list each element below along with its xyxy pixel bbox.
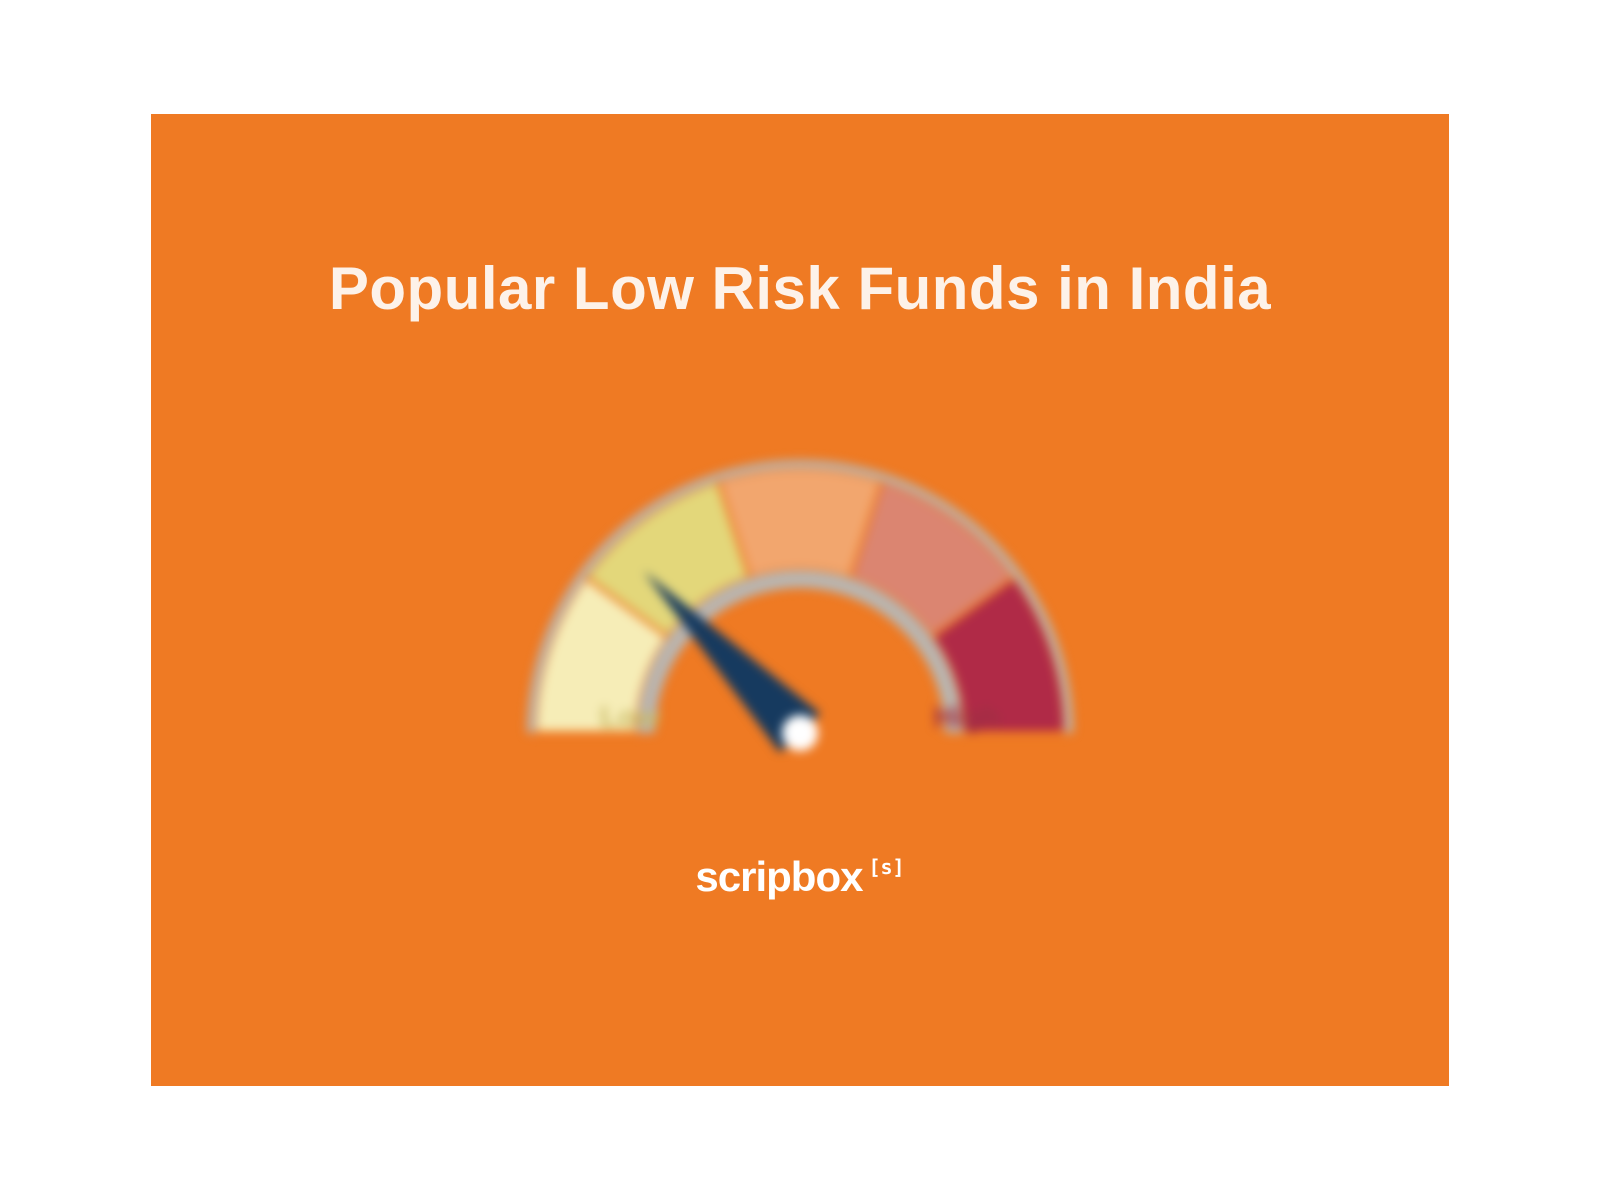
infographic-card: Popular Low Risk Funds in India LowHigh … bbox=[151, 114, 1449, 1086]
risk-gauge: Low High bbox=[500, 443, 1100, 753]
brand-logo: scripbox [s] bbox=[695, 853, 904, 901]
logo-mark-icon: [s] bbox=[868, 857, 904, 877]
page-title: Popular Low Risk Funds in India bbox=[329, 254, 1271, 323]
svg-text:High: High bbox=[933, 701, 1000, 734]
logo-text: scripbox bbox=[695, 853, 862, 901]
svg-text:Low: Low bbox=[600, 701, 661, 734]
gauge-svg: Low High bbox=[500, 443, 1100, 753]
